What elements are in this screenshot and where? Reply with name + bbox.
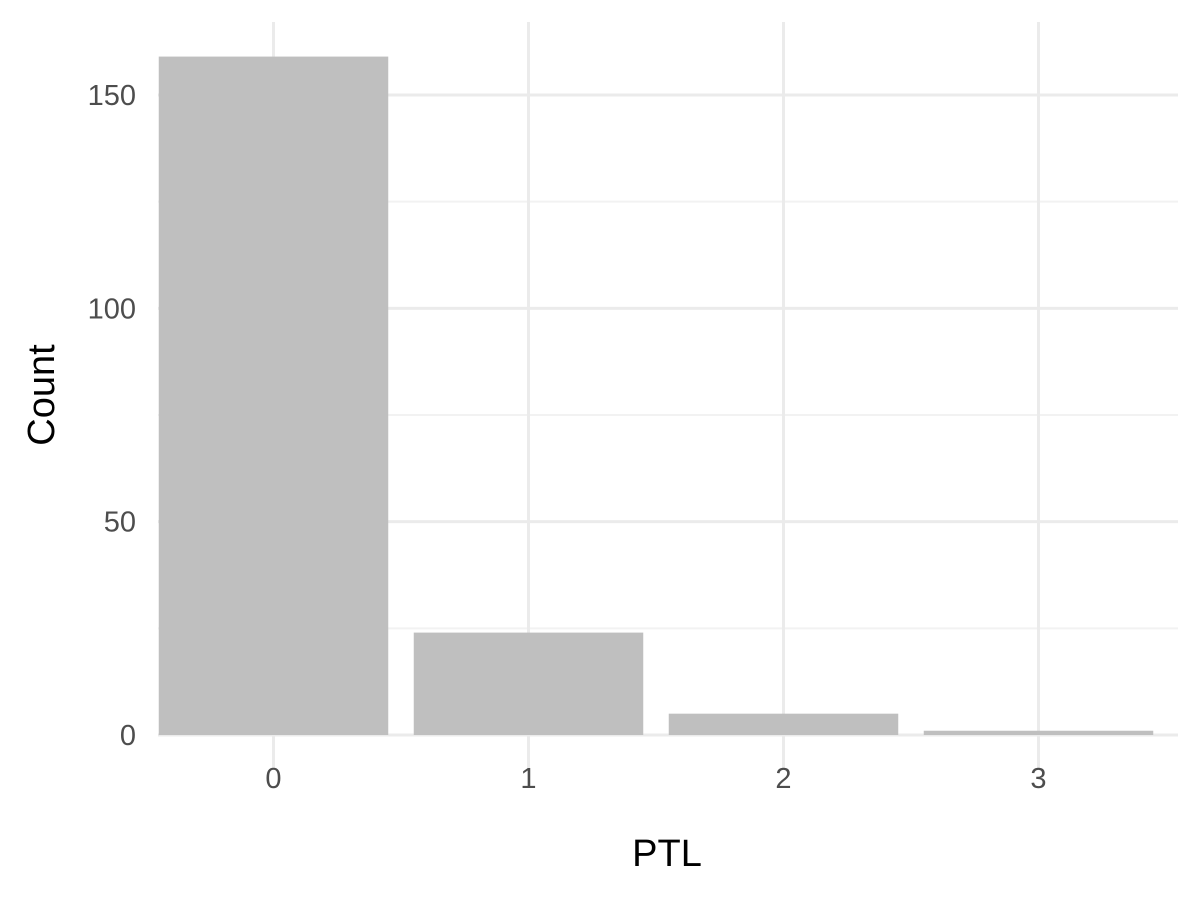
y-tick-label: 100 (88, 293, 136, 325)
bar-2 (668, 713, 899, 735)
bar-0 (158, 56, 389, 735)
bar-layer (158, 56, 1154, 735)
x-tick-label: 0 (265, 763, 281, 795)
x-tick-label: 3 (1030, 763, 1046, 795)
x-tick-label: 1 (520, 763, 536, 795)
y-axis-title: Count (21, 344, 63, 446)
y-tick-label: 0 (120, 720, 136, 752)
y-tick-label: 150 (88, 80, 136, 112)
bar-3 (923, 730, 1154, 735)
bar-1 (413, 632, 644, 735)
x-axis-title: PTL (632, 833, 702, 875)
x-tick-label: 2 (775, 763, 791, 795)
tick-label-layer: 0 50 100 150 0 1 2 3 (88, 80, 1047, 795)
y-tick-label: 50 (104, 507, 136, 539)
